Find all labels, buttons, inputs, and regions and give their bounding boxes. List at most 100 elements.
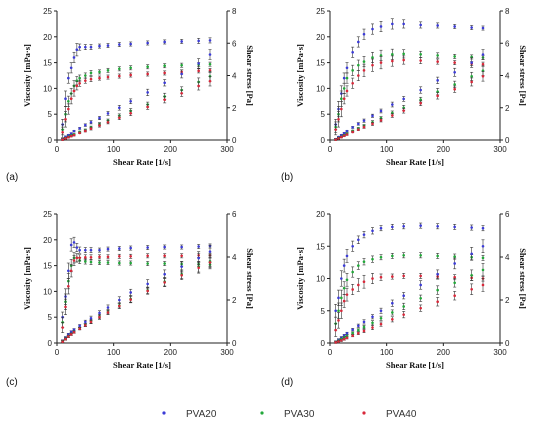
data-point [419, 98, 422, 101]
data-point [72, 56, 76, 59]
data-point [362, 233, 366, 236]
series-pva30-right [334, 65, 485, 141]
data-point [106, 306, 110, 309]
data-point [481, 53, 485, 56]
data-point [379, 119, 383, 122]
data-point [163, 40, 166, 44]
x-axis-label: Shear Rate [1/s] [386, 157, 444, 167]
data-point [419, 53, 422, 56]
y-axis-label: Viscosity [mPa·s] [295, 44, 305, 107]
data-point [342, 264, 346, 267]
y-tick-label: 20 [43, 236, 52, 245]
y2-tick-label: 4 [505, 72, 510, 81]
data-point [470, 287, 473, 291]
x-tick-label: 0 [328, 348, 333, 357]
data-point [340, 135, 343, 139]
data-point [371, 56, 374, 59]
x-tick-label: 300 [493, 348, 507, 357]
series-pva20-right [334, 239, 485, 344]
data-point [379, 255, 383, 259]
data-point [69, 330, 73, 334]
data-point [163, 254, 166, 258]
data-point [470, 75, 473, 78]
y2-axis-label: Shear stress [Pa] [518, 248, 528, 309]
data-point [98, 261, 101, 264]
data-point [197, 39, 200, 43]
data-point [379, 54, 383, 57]
data-point [69, 333, 73, 336]
data-point [106, 44, 110, 47]
data-point [470, 26, 473, 29]
data-point [78, 45, 81, 49]
data-point [208, 62, 212, 66]
legend-label-pva20: PVA20 [186, 409, 217, 420]
data-point [163, 81, 166, 85]
data-point [129, 111, 132, 115]
data-point [78, 81, 81, 85]
data-point [163, 245, 166, 249]
data-point [481, 226, 485, 230]
data-point [345, 254, 349, 258]
data-point [106, 120, 110, 124]
data-point [351, 331, 354, 335]
data-point [67, 107, 70, 111]
data-point [64, 97, 67, 101]
data-point [342, 76, 346, 80]
series-pva30-left [61, 252, 212, 328]
data-point [146, 65, 149, 69]
data-point [371, 122, 374, 126]
data-point [379, 316, 383, 320]
data-point [106, 247, 110, 251]
data-point [351, 50, 354, 54]
data-point [402, 294, 405, 298]
panel-label: (a) [6, 172, 18, 183]
data-point [208, 250, 212, 253]
data-point [345, 278, 349, 282]
data-point [180, 72, 183, 76]
data-point [118, 261, 121, 265]
data-point [357, 74, 360, 77]
data-point [67, 76, 70, 80]
data-point [84, 74, 87, 77]
data-point [351, 328, 354, 331]
series-pva40-right [334, 71, 485, 141]
data-point [163, 281, 166, 284]
data-point [208, 39, 212, 42]
y2-axis-label: Shear stress [Pa] [245, 248, 255, 309]
data-point [118, 106, 121, 110]
data-point [146, 262, 149, 265]
data-point [345, 293, 349, 296]
data-point [208, 79, 212, 83]
data-point [129, 100, 132, 103]
series-pva20-right [334, 49, 485, 141]
data-point [419, 296, 422, 300]
data-point [75, 84, 79, 88]
data-point [436, 288, 439, 292]
data-point [419, 88, 422, 92]
data-point [118, 304, 121, 308]
data-point [351, 126, 354, 129]
series-pva40-right [61, 255, 212, 344]
x-tick-label: 300 [220, 348, 234, 357]
data-point [362, 69, 366, 72]
data-point [419, 101, 422, 105]
y-tick-label: 10 [43, 287, 52, 296]
x-tick-label: 100 [107, 145, 121, 154]
data-point [371, 257, 374, 261]
data-point [146, 72, 149, 76]
data-point [84, 79, 87, 82]
data-point [391, 301, 394, 305]
y-tick-label: 0 [321, 339, 326, 348]
data-point [453, 55, 456, 58]
data-point [357, 264, 360, 267]
data-point [69, 66, 73, 70]
panel-label: (c) [6, 377, 18, 388]
data-point [481, 26, 485, 30]
data-point [197, 69, 200, 73]
y-tick-label: 0 [321, 136, 326, 145]
data-point [481, 268, 485, 272]
y2-tick-label: 4 [232, 253, 237, 262]
data-point [61, 130, 64, 134]
data-point [470, 252, 473, 256]
data-point [84, 324, 87, 327]
